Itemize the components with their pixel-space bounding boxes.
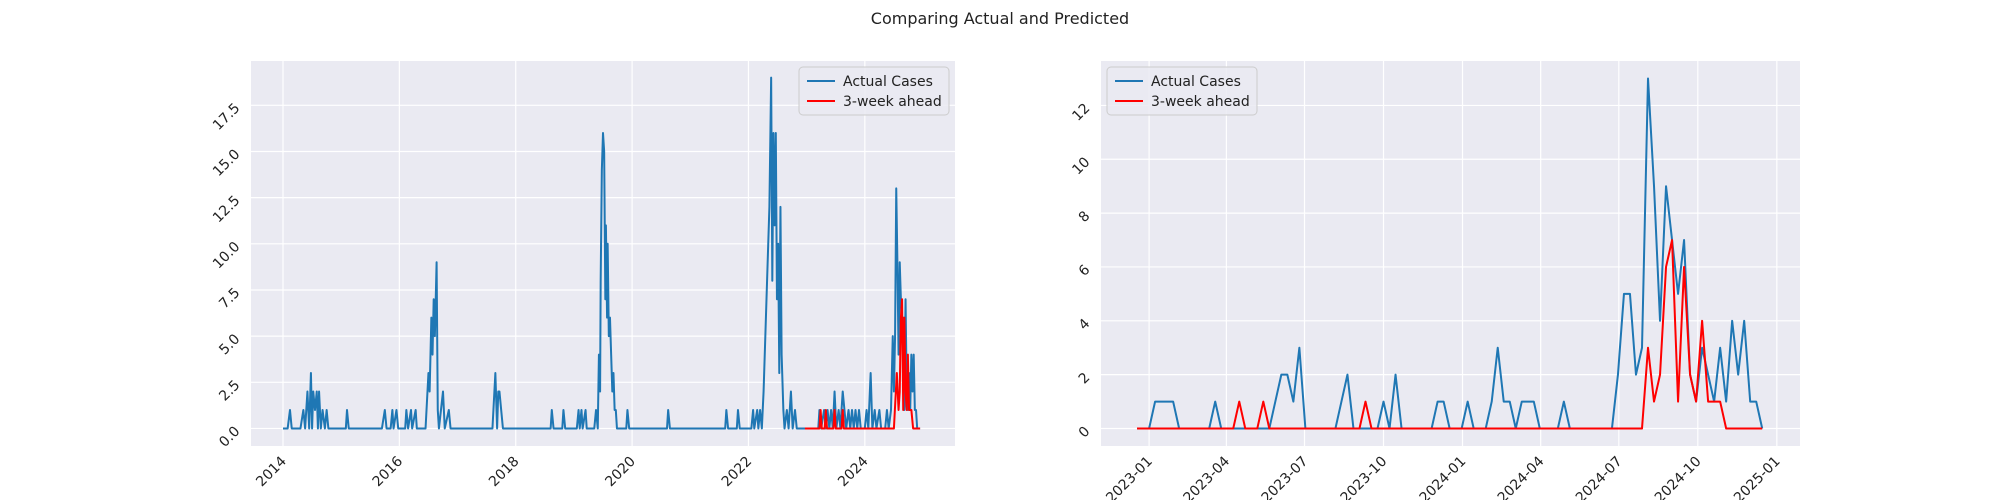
right-chart: 2023-01 2023-04 2023-07 2023-10 2024-01 2024-…: [1069, 61, 1800, 500]
y-tick-label: 5.0: [216, 331, 243, 358]
y-tick-label: 17.5: [210, 100, 243, 133]
y-tick-label: 0: [1076, 424, 1094, 442]
y-tick-label: 15.0: [210, 147, 243, 180]
y-tick-label: 6: [1076, 262, 1094, 280]
legend-label: 3-week ahead: [1151, 94, 1250, 110]
left-chart: 2014 2016 2018 2020 2022 2024 0.0 2.5 5.0 7.5 10.0…: [210, 61, 955, 490]
series-line-3-week-ahead: [1137, 239, 1763, 430]
y-tick-label: 0.0: [216, 424, 243, 451]
y-tick-label: 10: [1069, 154, 1093, 178]
y-tick-label: 2.5: [216, 377, 243, 404]
x-tick-label: 2018: [486, 454, 523, 491]
legend-label: Actual Cases: [1151, 74, 1241, 90]
x-tick-label: 2016: [370, 453, 407, 490]
legend-box: [798, 66, 950, 116]
y-tick-label: 2: [1076, 370, 1094, 388]
series-line-actual-cases: [283, 76, 921, 430]
figure-title: Comparing Actual and Predicted: [871, 9, 1129, 28]
x-tick-label: 2020: [602, 454, 639, 491]
x-tick-label: 2025-01: [1731, 454, 1784, 500]
x-tick-label: 2024-01: [1417, 454, 1470, 500]
x-tick-label: 2024-10: [1652, 454, 1705, 500]
x-tick-label: 2023-07: [1259, 454, 1312, 500]
x-tick-label: 2014: [253, 453, 290, 490]
x-tick-label: 2024: [835, 453, 872, 490]
legend-box: [1106, 66, 1258, 116]
legend: Actual Cases 3-week ahead: [798, 66, 950, 116]
y-tick-label: 12.5: [210, 193, 243, 226]
x-tick-label: 2022: [719, 454, 756, 491]
y-tick-label: 4: [1076, 316, 1094, 334]
x-tick-label: 2023-10: [1338, 454, 1391, 500]
y-tick-label: 12: [1069, 100, 1093, 124]
legend: Actual Cases 3-week ahead: [1106, 66, 1258, 116]
series-line-3-week-ahead: [804, 298, 921, 430]
x-tick-label: 2023-01: [1103, 454, 1156, 500]
y-tick-label: 8: [1076, 208, 1094, 226]
y-tick-label: 10.0: [210, 239, 243, 272]
x-tick-label: 2024-04: [1495, 453, 1548, 500]
legend-label: Actual Cases: [843, 74, 933, 90]
legend-label: 3-week ahead: [843, 94, 942, 110]
plot-area: [1101, 61, 1800, 446]
plot-area: [251, 61, 955, 446]
x-tick-label: 2023-04: [1181, 453, 1234, 500]
y-tick-label: 7.5: [216, 285, 243, 312]
x-tick-label: 2024-07: [1573, 454, 1626, 500]
